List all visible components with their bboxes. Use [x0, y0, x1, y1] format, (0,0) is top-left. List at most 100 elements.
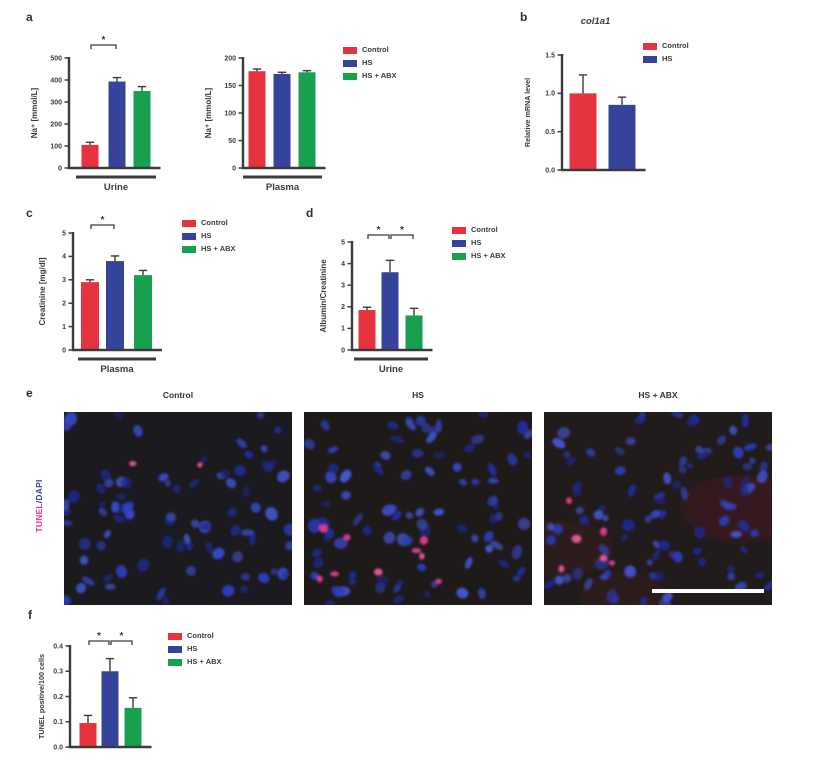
- dapi-nucleus: [663, 472, 672, 485]
- dapi-nucleus: [650, 509, 661, 519]
- dapi-nucleus: [285, 541, 292, 551]
- dapi-nucleus: [100, 469, 111, 481]
- dapi-nucleus: [113, 514, 125, 524]
- dapi-nucleus: [740, 546, 748, 554]
- dapi-nucleus: [260, 445, 268, 453]
- legend-swatch: [182, 232, 196, 240]
- dapi-nucleus: [133, 425, 143, 437]
- dapi-nucleus: [162, 535, 173, 549]
- dapi-nucleus: [458, 478, 468, 486]
- dapi-nucleus: [383, 531, 396, 544]
- dapi-nucleus: [250, 502, 261, 513]
- dapi-nucleus: [566, 456, 576, 466]
- bar-Control: [569, 93, 597, 170]
- dapi-nucleus: [433, 451, 446, 459]
- nuclei-layer: [544, 412, 772, 605]
- dapi-nucleus: [517, 420, 529, 435]
- dapi-nucleus: [602, 514, 609, 522]
- dapi-nucleus: [244, 450, 253, 459]
- dapi-nucleus: [694, 527, 706, 539]
- dapi-nucleus: [241, 529, 255, 536]
- dapi-nucleus: [490, 540, 503, 550]
- dapi-nucleus: [640, 597, 648, 605]
- dapi-nucleus: [183, 533, 191, 545]
- legend-item-hs: HS: [168, 645, 222, 653]
- y-tick-label: 4: [62, 254, 66, 261]
- x-axis-label: Urine: [104, 182, 128, 193]
- dapi-nucleus: [487, 477, 499, 484]
- significance-bracket: [90, 44, 117, 49]
- chart-b_col1a1: 0.0 0.5 1.0 1.5 Relative mRNA level: [523, 52, 646, 174]
- dapi-nucleus: [557, 427, 571, 439]
- panel-b-chart-title: col1a1: [580, 16, 611, 27]
- dapi-nucleus: [393, 583, 402, 593]
- dapi-nucleus: [327, 446, 339, 453]
- dapi-nucleus: [686, 463, 694, 469]
- dapi-nucleus: [620, 534, 628, 542]
- chart-f_tunel: 0.0 0.1 0.2 0.3 0.4 * * TUNEL positive/100 cell…: [37, 631, 152, 751]
- dapi-nucleus: [393, 595, 405, 604]
- dapi-nucleus: [415, 508, 424, 517]
- significance-bracket: [390, 234, 414, 239]
- dapi-nucleus: [750, 530, 759, 538]
- dapi-nucleus: [240, 585, 249, 594]
- legend-panel-a: Control HS HS + ABX: [343, 46, 397, 85]
- tunel-spot: [571, 534, 582, 543]
- dapi-nucleus: [186, 565, 197, 576]
- y-tick-label: 400: [50, 77, 62, 84]
- bar-HS + ABX: [298, 72, 316, 168]
- tunel-spot: [373, 568, 383, 576]
- legend-swatch: [182, 245, 196, 253]
- tunel-spot: [318, 524, 328, 533]
- y-tick-label: 0: [62, 347, 66, 354]
- dapi-nucleus: [511, 545, 523, 560]
- dapi-nucleus: [423, 590, 431, 598]
- dapi-nucleus: [339, 469, 352, 483]
- y-tick-label: 0.5: [545, 129, 555, 136]
- significance-star: *: [400, 225, 404, 236]
- dapi-nucleus: [495, 511, 503, 521]
- legend-label: Control: [662, 41, 689, 50]
- y-tick-label: 1.0: [545, 91, 555, 98]
- dapi-nucleus: [166, 512, 177, 522]
- legend-label: Control: [471, 225, 498, 234]
- dapi-nucleus: [116, 493, 127, 501]
- legend-swatch: [182, 219, 196, 227]
- dapi-nucleus: [464, 557, 473, 569]
- dapi-nucleus: [614, 447, 625, 455]
- dapi-nucleus: [611, 595, 620, 604]
- dapi-nucleus: [517, 566, 526, 576]
- panel-label-f: f: [28, 608, 32, 622]
- dapi-nucleus: [433, 508, 445, 516]
- dapi-nucleus: [341, 491, 351, 500]
- bar-HS: [608, 104, 636, 170]
- tunel-label: TUNEL: [34, 503, 44, 533]
- legend-item-hs: HS: [643, 55, 689, 63]
- legend-item-control: Control: [182, 219, 236, 227]
- y-tick-label: 3: [341, 283, 345, 290]
- dapi-nucleus: [524, 429, 532, 439]
- tunel-spot: [129, 461, 137, 467]
- bar-HS: [273, 73, 291, 168]
- dapi-nucleus: [421, 422, 431, 433]
- y-tick-label: 200: [224, 55, 236, 62]
- dapi-nucleus: [96, 483, 105, 494]
- dapi-nucleus: [593, 510, 604, 520]
- dapi-nucleus: [121, 477, 133, 489]
- legend-panel-f: Control HS HS + ABX: [168, 632, 222, 671]
- dapi-nucleus: [697, 557, 707, 567]
- dapi-nucleus: [729, 425, 738, 435]
- dapi-nucleus: [680, 486, 688, 501]
- dapi-nucleus: [242, 486, 250, 497]
- legend-item-hs-abx: HS + ABX: [182, 245, 236, 253]
- dapi-nucleus: [313, 558, 324, 569]
- dapi-nucleus: [572, 487, 582, 497]
- dapi-nucleus: [733, 446, 744, 459]
- dapi-nucleus: [312, 548, 322, 558]
- dapi-nucleus: [333, 537, 348, 549]
- tunel-dapi-axis-label: TUNEL/DAPI: [34, 479, 44, 532]
- dapi-nucleus: [498, 559, 510, 569]
- dapi-nucleus: [75, 582, 87, 594]
- micro-image-control: [64, 412, 292, 605]
